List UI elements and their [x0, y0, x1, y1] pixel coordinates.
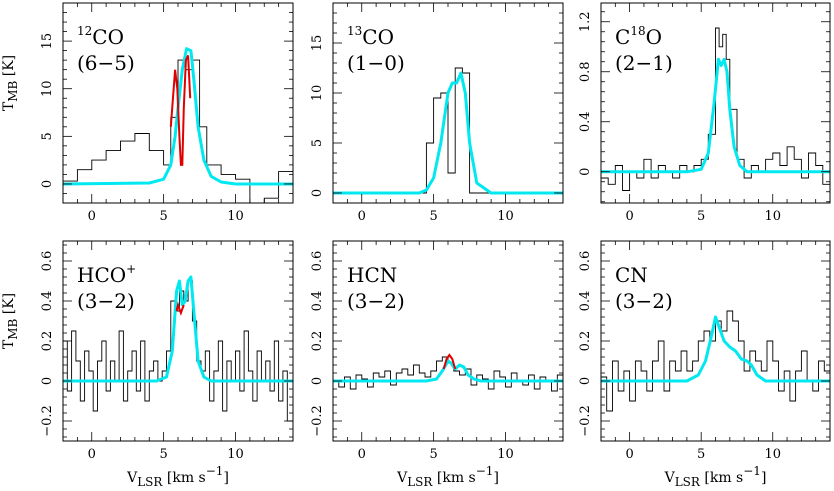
spectrum-histogram	[63, 59, 293, 203]
transition-label: (1−0)	[347, 51, 405, 75]
x-tick-label: 5	[697, 209, 705, 224]
panel-5: 0 5 10 −0.2 0 0.2 0.4 0.6 HCN(3−2) VLSR [km s−1]	[310, 240, 564, 489]
y-tick-label: 0	[40, 180, 55, 188]
y-tick-label: 10	[40, 80, 55, 97]
plot-area	[63, 275, 293, 422]
transition-label: (2−1)	[615, 51, 673, 75]
x-tick-label: 10	[497, 447, 514, 462]
y-tick-label: 0	[40, 377, 55, 385]
y-tick-label: 0.4	[578, 291, 593, 312]
x-tick-label: 5	[159, 447, 167, 462]
y-axis-label: TMB [K]	[1, 55, 20, 111]
y-tick-label: −0.2	[40, 405, 55, 437]
model-cyan-line	[63, 275, 293, 383]
y-tick-label: 15	[310, 35, 325, 52]
spectrum-histogram	[419, 67, 563, 194]
x-axis-label: VLSR [km s−1]	[126, 464, 229, 489]
model-red-line	[442, 353, 457, 370]
panel-4: 0 5 10 −0.2 0 0.2 0.4 0.6 HCO+(3−2) TMB [K] VLSR […	[1, 240, 294, 489]
plot-area	[63, 47, 293, 203]
model-cyan-line	[333, 71, 563, 195]
x-tick-label: 0	[625, 209, 633, 224]
molecule-label: 13CO	[347, 24, 394, 49]
y-tick-label: 0.4	[310, 291, 325, 312]
model-cyan-line	[333, 359, 563, 383]
y-tick-label: 0.2	[310, 331, 325, 352]
x-tick-label: 10	[227, 209, 244, 224]
model-red-line	[169, 54, 192, 166]
y-tick-label: 5	[310, 139, 325, 147]
y-tick-label: 0	[310, 377, 325, 385]
x-axis-label: VLSR [km s−1]	[396, 464, 499, 489]
transition-label: (6−5)	[77, 51, 135, 75]
y-tick-label: 1.2	[578, 11, 593, 32]
x-axis-label: VLSR [km s−1]	[664, 464, 767, 489]
y-tick-label: 0.6	[40, 251, 55, 272]
x-tick-label: 5	[159, 209, 167, 224]
x-tick-label: 5	[429, 447, 437, 462]
y-tick-label: 0.8	[578, 61, 593, 82]
y-tick-label: 0.6	[578, 251, 593, 272]
x-tick-label: 0	[358, 209, 366, 224]
model-cyan-line	[601, 315, 830, 383]
y-axis-label: TMB [K]	[1, 293, 20, 349]
y-tick-label: 0.6	[310, 251, 325, 272]
x-tick-label: 0	[88, 447, 96, 462]
x-tick-label: 10	[764, 209, 781, 224]
plot-area	[333, 353, 563, 392]
molecule-label: HCN	[347, 263, 397, 287]
x-tick-label: 0	[358, 447, 366, 462]
panel-1: 0 5 10 0 5 10 15 12CO(6−5) TMB [K]	[1, 2, 294, 224]
y-tick-label: 0	[578, 377, 593, 385]
y-tick-label: −0.2	[310, 405, 325, 437]
molecule-label: 12CO	[77, 24, 124, 49]
panel-6: 0 5 10 −0.2 0 0.2 0.4 0.6 CN(3−2) VLSR [km s−1]	[578, 240, 831, 489]
x-tick-label: 10	[764, 447, 781, 462]
x-tick-label: 0	[625, 447, 633, 462]
molecule-label: CN	[615, 263, 648, 287]
y-tick-label: 0.2	[578, 331, 593, 352]
model-cyan-line	[601, 57, 830, 174]
molecule-label: C18O	[615, 24, 662, 49]
transition-label: (3−2)	[615, 289, 673, 313]
x-tick-label: 0	[88, 209, 96, 224]
model-red-line	[175, 301, 185, 316]
y-tick-label: 0.4	[40, 291, 55, 312]
transition-label: (3−2)	[77, 289, 135, 313]
panel-3: 0 5 10 0 0.4 0.8 1.2 C18O(2−1)	[578, 2, 831, 224]
molecule-label: HCO+	[77, 262, 136, 287]
plot-area	[601, 27, 830, 191]
transition-label: (3−2)	[347, 289, 405, 313]
y-tick-label: 0.4	[578, 111, 593, 132]
model-cyan-line	[63, 47, 293, 186]
spectrum-histogram	[601, 310, 830, 412]
x-tick-label: 5	[697, 447, 705, 462]
plot-area	[601, 310, 830, 412]
x-tick-label: 10	[497, 209, 514, 224]
y-tick-label: 0.2	[40, 331, 55, 352]
x-tick-label: 10	[227, 447, 244, 462]
panel-2: 0 5 10 0 5 10 15 13CO(1−0)	[310, 2, 564, 224]
y-tick-label: 5	[40, 132, 55, 140]
y-tick-label: 10	[310, 85, 325, 102]
x-tick-label: 5	[429, 209, 437, 224]
y-tick-label: 0	[310, 189, 325, 197]
y-tick-label: −0.2	[578, 405, 593, 437]
y-tick-label: 15	[40, 33, 55, 50]
plot-area	[333, 67, 563, 195]
y-tick-label: 0	[578, 168, 593, 176]
